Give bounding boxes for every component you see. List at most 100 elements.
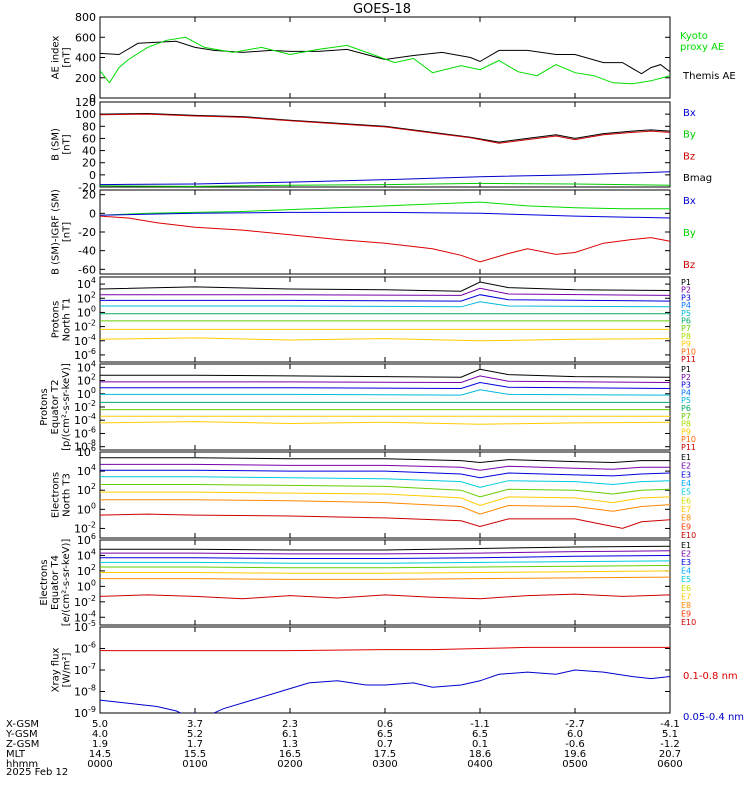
series-line-4 — [100, 560, 670, 564]
series-line-7 — [100, 499, 670, 515]
series-line-7 — [100, 576, 670, 580]
legend-entry: Bmag — [683, 173, 712, 184]
legend-entry: P10 — [681, 347, 696, 356]
series-line-1 — [100, 545, 670, 551]
series-line-2 — [100, 550, 670, 555]
legend-entry: E9 — [681, 522, 691, 531]
y-tick-label: 200 — [75, 72, 96, 85]
ephemeris-value: 6.5 — [377, 729, 393, 740]
ephemeris-value: 0400 — [467, 759, 492, 770]
y-tick-label: 10-8 — [74, 684, 96, 699]
ephemeris-value: 6.5 — [472, 729, 488, 740]
y-tick-label: 80 — [82, 120, 96, 133]
legend-entry: E1 — [681, 453, 691, 462]
legend-entry: P9 — [681, 340, 691, 349]
legend-entry: P10 — [681, 435, 696, 444]
legend-entry: E4 — [681, 567, 691, 576]
y-axis-label: Equator T2 — [50, 380, 61, 435]
y-tick-label: 10-2 — [74, 319, 96, 334]
legend-entry: E9 — [681, 609, 691, 618]
y-tick-label: 104 — [77, 276, 96, 291]
y-tick-label: -60 — [78, 263, 96, 276]
ephemeris-row-label: Y-GSM — [5, 729, 38, 740]
legend-entry: Bx — [683, 108, 696, 119]
ephemeris-row-label: X-GSM — [6, 719, 39, 730]
y-tick-label: 104 — [77, 463, 96, 478]
legend-entry: P5 — [681, 396, 691, 405]
series-line-8 — [100, 513, 670, 529]
series-line-2 — [100, 375, 670, 384]
ephemeris-value: 15.5 — [184, 749, 206, 760]
panel-8: 10-5 10-6 10-7 10-8 10-9 Xray flux [W/m²] 0.1-0… — [51, 619, 745, 723]
ephemeris-value: 0300 — [372, 759, 397, 770]
series-line-2 — [100, 287, 670, 296]
ephemeris-value: 20.7 — [659, 749, 681, 760]
y-tick-label: 10-6 — [74, 641, 96, 656]
ephemeris-value: 0200 — [277, 759, 302, 770]
legend-entry: P1 — [681, 365, 691, 374]
legend-entry: P5 — [681, 309, 691, 318]
ephemeris-value: 0100 — [182, 759, 207, 770]
y-axis-label: Equator T4 — [50, 555, 61, 610]
series-line-1 — [100, 646, 670, 652]
legend-entry: 0.05-0.4 nm — [683, 712, 744, 723]
legend-entry: P2 — [681, 286, 691, 295]
legend-entry: P3 — [681, 293, 691, 302]
y-tick-label: 106 — [77, 532, 96, 547]
y-axis-label: [nT] — [62, 222, 73, 242]
series-line-3 — [100, 294, 670, 302]
legend-entry: P3 — [681, 381, 691, 390]
y-tick-label: 10-2 — [74, 594, 96, 609]
ephemeris-row-label: Z-GSM — [6, 739, 39, 750]
legend-entry: P7 — [681, 324, 691, 333]
legend-entry: P6 — [681, 404, 691, 413]
y-tick-label: 10-4 — [74, 333, 96, 348]
y-tick-label: -20 — [78, 181, 96, 194]
ephemeris-value: 1.7 — [187, 739, 203, 750]
series-line-8 — [100, 337, 670, 342]
series-line-3 — [100, 171, 670, 186]
legend-entry: Bx — [683, 196, 696, 207]
legend-entry: Themis AE — [682, 71, 736, 82]
y-tick-label: 102 — [77, 290, 96, 305]
legend-entry: P8 — [681, 332, 691, 341]
ephemeris-value: 4.0 — [92, 729, 108, 740]
series-line-6 — [100, 491, 670, 507]
legend-entry: E2 — [681, 462, 691, 471]
series-line-1 — [100, 40, 670, 75]
series-line-3 — [100, 381, 670, 390]
y-tick-label: 100 — [77, 304, 96, 319]
y-axis-label: [nT] — [62, 134, 73, 154]
y-tick-label: 40 — [82, 145, 96, 158]
legend-entry: E6 — [681, 496, 691, 505]
ephemeris-value: -2.7 — [565, 719, 585, 730]
ephemeris-value: 0.1 — [472, 739, 488, 750]
y-tick-label: 100 — [77, 501, 96, 516]
ephemeris-value: -1.2 — [660, 739, 680, 750]
series-line-4 — [100, 389, 670, 396]
series-line-2 — [100, 211, 670, 219]
series-line-3 — [100, 469, 670, 479]
legend-entry: P8 — [681, 420, 691, 429]
y-tick-label: 600 — [75, 31, 96, 44]
legend-entry: E6 — [681, 584, 691, 593]
y-tick-label: 102 — [77, 482, 96, 497]
ephemeris-value: -4.1 — [660, 719, 680, 730]
y-tick-label: 106 — [77, 444, 96, 459]
y-axis-label: [nT] — [62, 47, 73, 67]
series-line-2 — [100, 36, 670, 85]
panel-frame — [99, 189, 671, 275]
y-tick-label: 10-9 — [74, 705, 96, 720]
series-line-3 — [100, 555, 670, 559]
series-line-4 — [100, 182, 670, 187]
ephemeris-value: 0600 — [657, 759, 682, 770]
y-axis-label: [p/(cm²-s-sr-keV)] — [61, 363, 72, 451]
panel-frame — [99, 626, 671, 714]
y-axis-label: Protons — [39, 388, 50, 425]
legend-entry: E3 — [681, 470, 691, 479]
ephemeris-table: X-GSM 5.0 3.7 2.3 0.6 -1.1 -2.7 -4.1 Y-GSM 4.0 5.2… — [5, 719, 683, 770]
